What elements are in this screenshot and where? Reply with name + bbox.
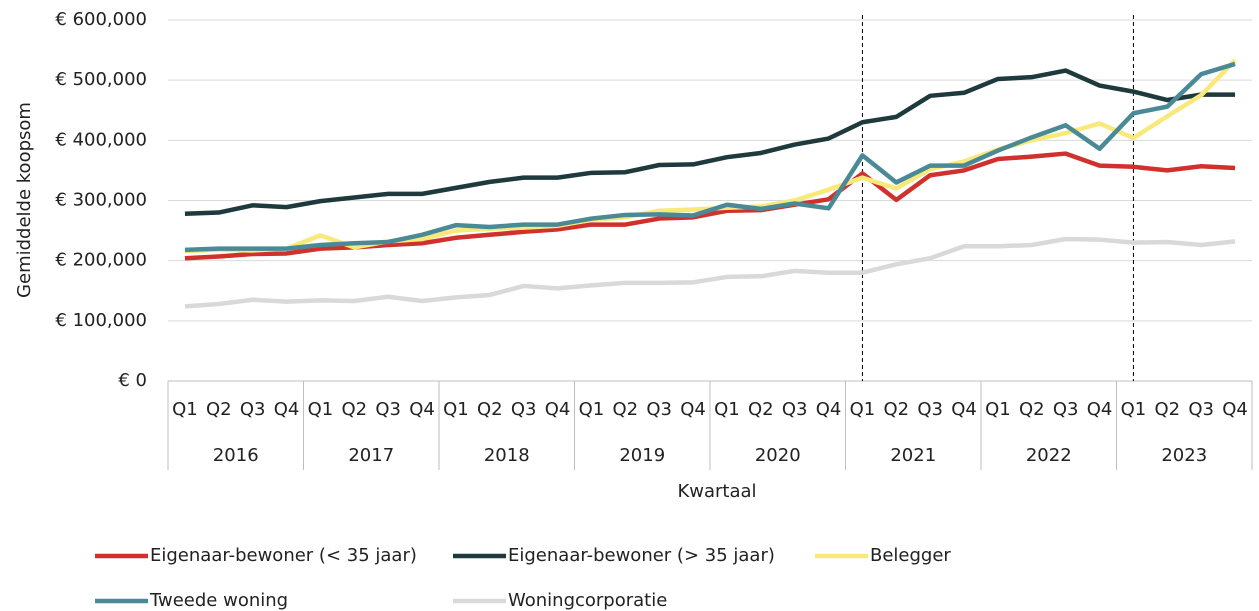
- x-tick-label: Q2: [748, 399, 774, 420]
- x-axis-label: Kwartaal: [677, 481, 756, 502]
- x-tick-label: Q4: [680, 399, 706, 420]
- x-tick-label: Q4: [816, 399, 842, 420]
- x-tick-label: Q2: [613, 399, 639, 420]
- x-tick-label: Q1: [985, 399, 1011, 420]
- year-label: 2022: [1026, 445, 1072, 466]
- x-tick-label: Q4: [1222, 399, 1248, 420]
- x-tick-label: Q4: [951, 399, 977, 420]
- y-tick-label: € 300,000: [55, 190, 147, 211]
- x-tick-label: Q4: [409, 399, 435, 420]
- x-tick-label: Q3: [782, 399, 808, 420]
- x-tick-label: Q3: [511, 399, 537, 420]
- legend-label: Eigenaar-bewoner (> 35 jaar): [508, 545, 775, 566]
- x-tick-label: Q4: [1087, 399, 1113, 420]
- year-label: 2020: [755, 445, 801, 466]
- y-tick-label: € 100,000: [55, 310, 147, 331]
- y-tick-label: € 200,000: [55, 250, 147, 271]
- x-tick-label: Q3: [1188, 399, 1214, 420]
- series-line: [184, 61, 1236, 253]
- x-tick-label: Q2: [884, 399, 910, 420]
- year-label: 2019: [619, 445, 665, 466]
- x-tick-label: Q4: [545, 399, 571, 420]
- x-tick-label: Q1: [443, 399, 469, 420]
- legend-label: Woningcorporatie: [508, 590, 667, 611]
- y-tick-label: € 0: [118, 370, 147, 391]
- x-tick-label: Q2: [477, 399, 503, 420]
- year-label: 2017: [348, 445, 394, 466]
- y-tick-label: € 600,000: [55, 9, 147, 30]
- x-tick-label: Q2: [342, 399, 368, 420]
- year-label: 2018: [484, 445, 530, 466]
- y-tick-label: € 400,000: [55, 129, 147, 150]
- y-axis-label: Gemiddelde koopsom: [14, 102, 35, 298]
- x-tick-label: Q3: [240, 399, 266, 420]
- x-tick-label: Q1: [308, 399, 334, 420]
- legend-label: Eigenaar-bewoner (< 35 jaar): [150, 545, 417, 566]
- series-line: [184, 68, 1236, 216]
- x-tick-label: Q2: [206, 399, 232, 420]
- x-tick-label: Q3: [375, 399, 401, 420]
- x-tick-label: Q2: [1019, 399, 1045, 420]
- x-tick-label: Q1: [1121, 399, 1147, 420]
- x-tick-label: Q1: [850, 399, 876, 420]
- x-tick-label: Q1: [172, 399, 198, 420]
- series-line: [184, 236, 1236, 309]
- x-tick-label: Q1: [579, 399, 605, 420]
- legend-label: Belegger: [870, 545, 951, 566]
- x-tick-label: Q4: [274, 399, 300, 420]
- x-tick-label: Q1: [714, 399, 740, 420]
- x-tick-label: Q3: [917, 399, 943, 420]
- x-tick-label: Q2: [1155, 399, 1181, 420]
- year-label: 2021: [890, 445, 936, 466]
- x-tick-label: Q3: [646, 399, 672, 420]
- y-tick-label: € 500,000: [55, 69, 147, 90]
- x-tick-label: Q3: [1053, 399, 1079, 420]
- legend-label: Tweede woning: [149, 590, 288, 611]
- year-label: 2023: [1161, 445, 1207, 466]
- year-label: 2016: [213, 445, 259, 466]
